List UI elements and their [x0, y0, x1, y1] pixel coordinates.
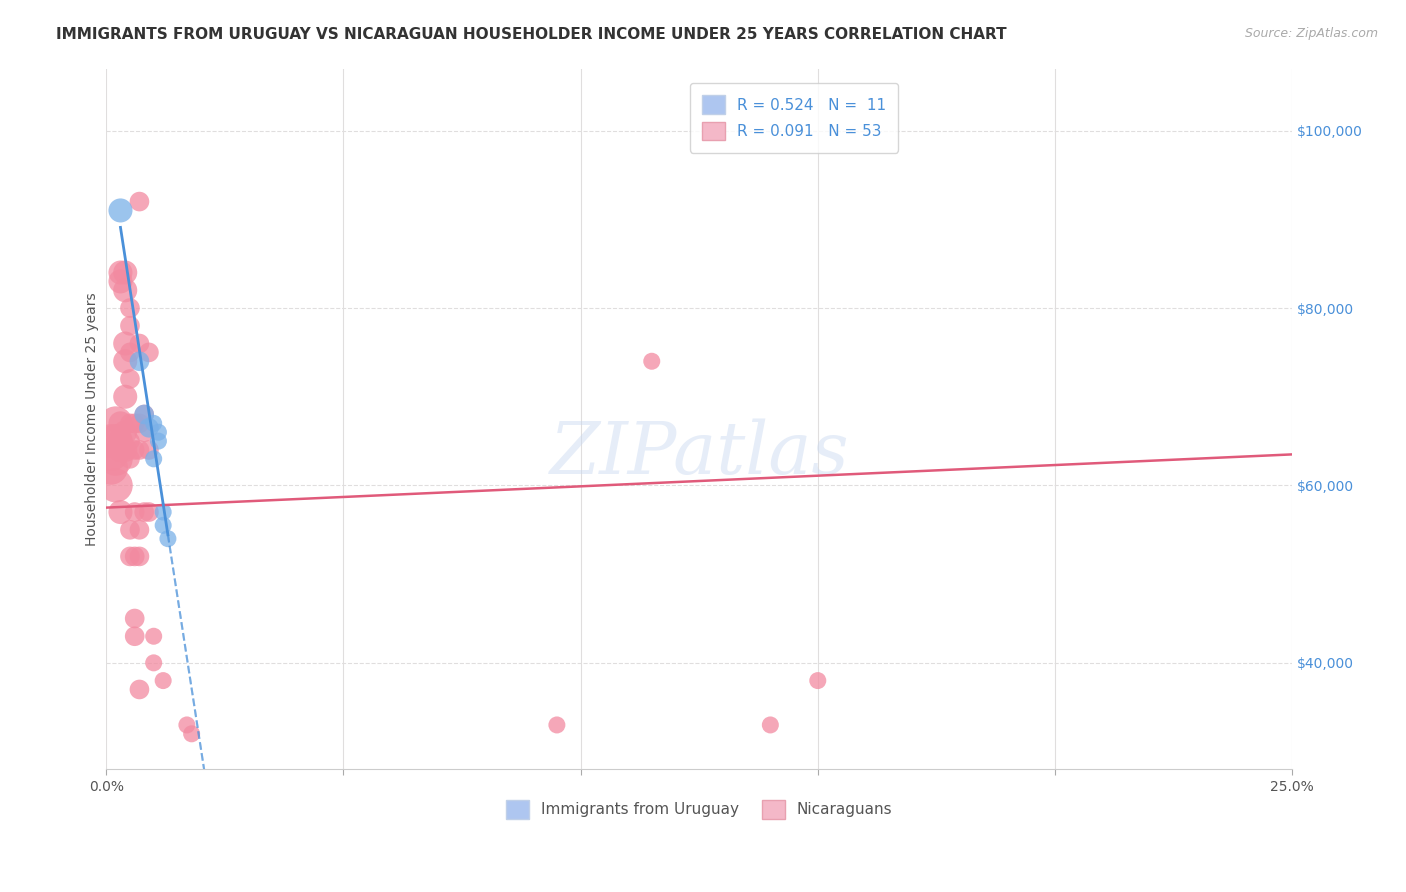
Point [104, 417, 127, 431]
Point [128, 442, 150, 457]
Point [104, 478, 127, 492]
Text: IMMIGRANTS FROM URUGUAY VS NICARAGUAN HOUSEHOLDER INCOME UNDER 25 YEARS CORRELAT: IMMIGRANTS FROM URUGUAY VS NICARAGUAN HO… [56, 27, 1007, 42]
Point [114, 266, 136, 280]
Text: ZIPatlas: ZIPatlas [550, 418, 849, 489]
Point [152, 505, 174, 519]
Point [118, 345, 141, 359]
Point [118, 451, 141, 466]
Point [100, 434, 122, 448]
Point [118, 523, 141, 537]
Point [110, 417, 132, 431]
Point [180, 727, 202, 741]
Point [128, 523, 150, 537]
Point [128, 194, 150, 209]
Text: Source: ZipAtlas.com: Source: ZipAtlas.com [1244, 27, 1378, 40]
Point [104, 451, 127, 466]
Point [124, 417, 146, 431]
Point [128, 549, 150, 564]
Point [138, 421, 160, 435]
Point [124, 505, 146, 519]
Point [128, 682, 150, 697]
Point [124, 549, 146, 564]
Point [114, 283, 136, 297]
Point [142, 656, 165, 670]
Point [641, 354, 664, 368]
Point [759, 718, 782, 732]
Point [128, 336, 150, 351]
Point [134, 408, 156, 422]
Point [104, 434, 127, 448]
Point [138, 345, 160, 359]
Point [114, 336, 136, 351]
Point [128, 417, 150, 431]
Point [118, 549, 141, 564]
Point [118, 318, 141, 333]
Point [114, 425, 136, 440]
Point [110, 274, 132, 288]
Point [142, 417, 165, 431]
Point [114, 390, 136, 404]
Point [148, 434, 170, 448]
Point [118, 372, 141, 386]
Point [110, 266, 132, 280]
Point [546, 718, 568, 732]
Point [110, 434, 132, 448]
Point [110, 442, 132, 457]
Point [148, 425, 170, 440]
Point [134, 425, 156, 440]
Point [124, 442, 146, 457]
Point [807, 673, 830, 688]
Y-axis label: Householder Income Under 25 years: Householder Income Under 25 years [86, 292, 100, 546]
Point [118, 417, 141, 431]
Point [152, 673, 174, 688]
Point [134, 408, 156, 422]
Point [138, 442, 160, 457]
Point [142, 451, 165, 466]
Legend: Immigrants from Uruguay, Nicaraguans: Immigrants from Uruguay, Nicaraguans [499, 794, 898, 825]
Point [114, 442, 136, 457]
Point [142, 629, 165, 643]
Point [110, 505, 132, 519]
Point [138, 505, 160, 519]
Point [176, 718, 198, 732]
Point [110, 203, 132, 218]
Point [114, 354, 136, 368]
Point [118, 301, 141, 315]
Point [124, 629, 146, 643]
Point [118, 434, 141, 448]
Point [152, 518, 174, 533]
Point [100, 460, 122, 475]
Point [124, 611, 146, 625]
Point [100, 447, 122, 461]
Point [134, 505, 156, 519]
Point [156, 532, 179, 546]
Point [128, 354, 150, 368]
